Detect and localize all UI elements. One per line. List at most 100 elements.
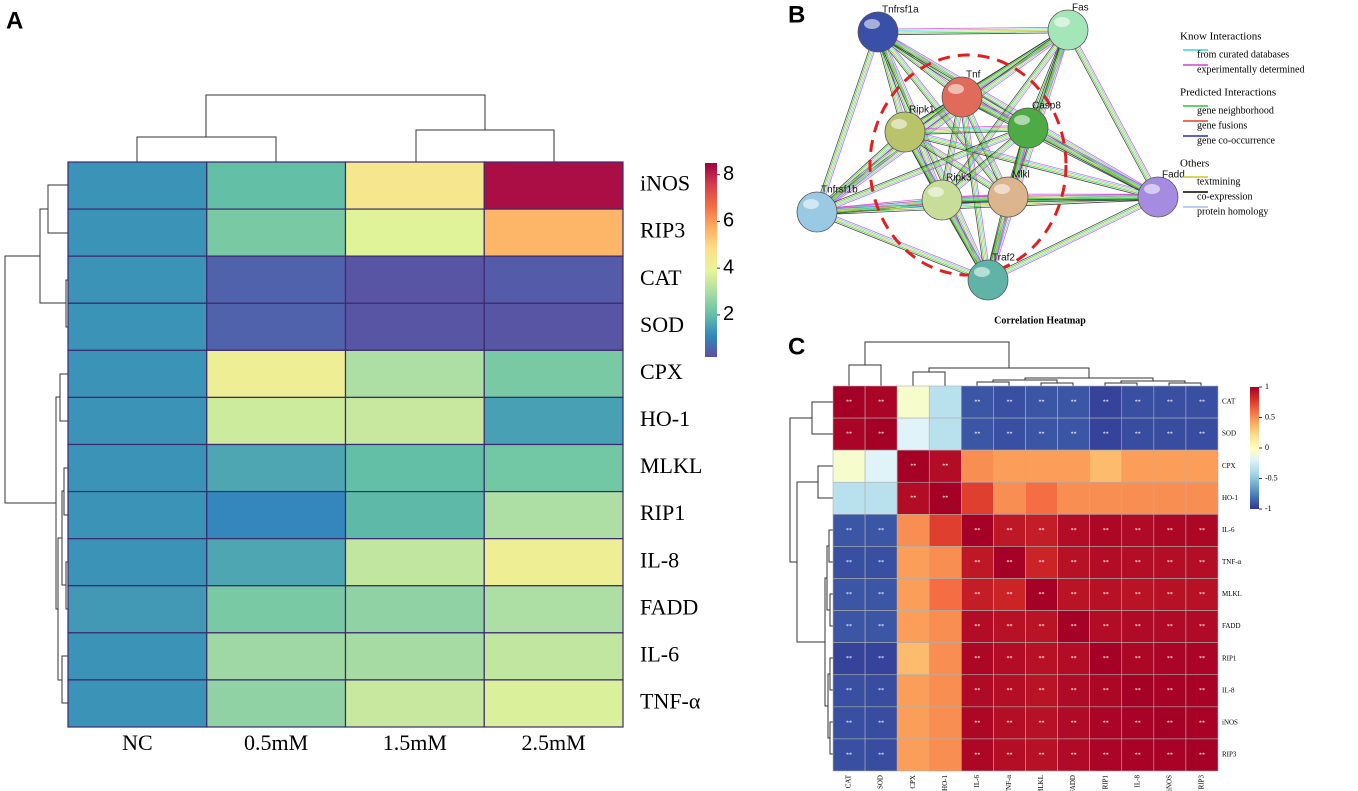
cell-annotation: ** xyxy=(878,560,884,566)
heatmap-cell xyxy=(1121,578,1155,611)
heatmap-cell xyxy=(206,396,347,446)
heatmap-cell xyxy=(483,161,624,210)
row-label: MLKL xyxy=(640,453,702,478)
heatmap-cell xyxy=(67,679,208,728)
heatmap-cell xyxy=(864,738,898,772)
heatmap-cell xyxy=(928,417,962,451)
color-bar-tick-label: 8 xyxy=(723,163,734,185)
cell-annotation: ** xyxy=(1167,432,1173,438)
heatmap-cell xyxy=(993,481,1026,515)
heatmap-cell xyxy=(67,585,208,634)
heatmap-cell xyxy=(344,255,485,304)
heatmap-cell xyxy=(344,490,485,540)
heatmap-cell xyxy=(832,706,866,740)
network-edge xyxy=(904,124,1028,130)
heatmap-cell xyxy=(832,481,866,515)
cell-annotation: ** xyxy=(1006,656,1012,662)
color-bar-tick-label: 2 xyxy=(723,303,734,325)
cell-annotation: ** xyxy=(910,496,916,502)
cell-annotation: ** xyxy=(1199,720,1205,726)
network-edge xyxy=(904,131,1159,198)
row-label: RIP1 xyxy=(640,500,685,525)
network-edge xyxy=(815,95,962,212)
cell-annotation: ** xyxy=(1135,688,1141,694)
network-edge xyxy=(877,29,1069,33)
cell-annotation: ** xyxy=(974,432,980,438)
heatmap-cell xyxy=(993,417,1026,451)
legend-label: textmining xyxy=(1197,176,1240,187)
cell-annotation: ** xyxy=(1071,592,1077,598)
network-edge xyxy=(876,32,1008,199)
cell-annotation: ** xyxy=(846,560,852,566)
cell-annotation: ** xyxy=(1167,720,1173,726)
cell-annotation: ** xyxy=(846,528,852,534)
cell-annotation: ** xyxy=(1071,528,1077,534)
cell-annotation: ** xyxy=(1103,624,1109,630)
cell-annotation: ** xyxy=(1006,399,1012,405)
node-highlight xyxy=(928,187,944,197)
cell-annotation: ** xyxy=(1039,528,1045,534)
cell-annotation: ** xyxy=(942,464,948,470)
node-highlight xyxy=(864,19,880,29)
node-label: Traf2 xyxy=(992,253,1015,264)
heatmap-cell xyxy=(928,706,962,740)
cell-annotation: ** xyxy=(1167,560,1173,566)
node-label: Tnfrsf1a xyxy=(882,5,919,16)
heatmap-cell xyxy=(928,481,962,515)
heatmap-cell xyxy=(1089,706,1123,740)
heatmap-cell xyxy=(344,396,485,446)
node-label: Ripk1 xyxy=(909,105,935,116)
legend-label: from curated databases xyxy=(1197,49,1289,60)
network-node xyxy=(1007,107,1049,149)
heatmap-cell xyxy=(896,449,930,483)
heatmap-cell xyxy=(832,385,866,419)
network-edge xyxy=(958,97,986,281)
column-label: RIP3 xyxy=(1198,775,1206,790)
network-edge xyxy=(877,28,1068,32)
heatmap-cell xyxy=(1025,417,1058,451)
row-label: FADD xyxy=(1222,622,1241,630)
cell-annotation: ** xyxy=(878,688,884,694)
network-node xyxy=(941,76,983,118)
network-edge xyxy=(817,30,1070,214)
heatmap-cell xyxy=(1089,514,1123,547)
row-label: SOD xyxy=(1222,430,1236,438)
heatmap-cell xyxy=(864,706,898,740)
heatmap-cell xyxy=(1153,706,1187,740)
column-label: IL-8 xyxy=(1133,775,1141,788)
network-node xyxy=(987,176,1029,218)
heatmap-cell xyxy=(896,674,930,708)
network-edge xyxy=(817,130,1030,215)
dendrogram-left xyxy=(789,401,833,755)
network-edge xyxy=(817,209,990,278)
heatmap-cell xyxy=(206,679,347,728)
heatmap-cell xyxy=(483,490,624,540)
column-label: NC xyxy=(122,730,153,755)
network-edge xyxy=(875,33,1007,199)
heatmap-cell xyxy=(928,546,962,579)
cell-annotation: ** xyxy=(1167,399,1173,405)
heatmap-cell xyxy=(1089,385,1123,419)
network-edge xyxy=(1027,127,1159,198)
heatmap-cell xyxy=(1025,449,1058,483)
heatmap-cell xyxy=(1121,674,1155,708)
network-node xyxy=(1047,9,1089,51)
legend-label: gene neighborhood xyxy=(1197,105,1274,116)
heatmap-cell xyxy=(896,642,930,676)
heatmap-cell xyxy=(483,255,624,304)
network-edge xyxy=(986,29,1068,280)
heatmap-cell xyxy=(483,585,624,634)
cell-annotation: ** xyxy=(846,752,852,758)
heatmap-cell xyxy=(1153,481,1187,515)
cell-annotation: ** xyxy=(1006,688,1012,694)
cell-annotation: ** xyxy=(1071,752,1077,758)
row-label: IL-6 xyxy=(1222,526,1235,534)
heatmap-cell xyxy=(1185,417,1219,451)
heatmap-cell xyxy=(1185,738,1219,772)
heatmap-cell xyxy=(961,385,994,419)
heatmap-cell xyxy=(896,738,930,772)
heatmap-cell xyxy=(67,490,208,540)
network-edge xyxy=(879,30,1011,196)
node-label: Fas xyxy=(1072,3,1089,14)
